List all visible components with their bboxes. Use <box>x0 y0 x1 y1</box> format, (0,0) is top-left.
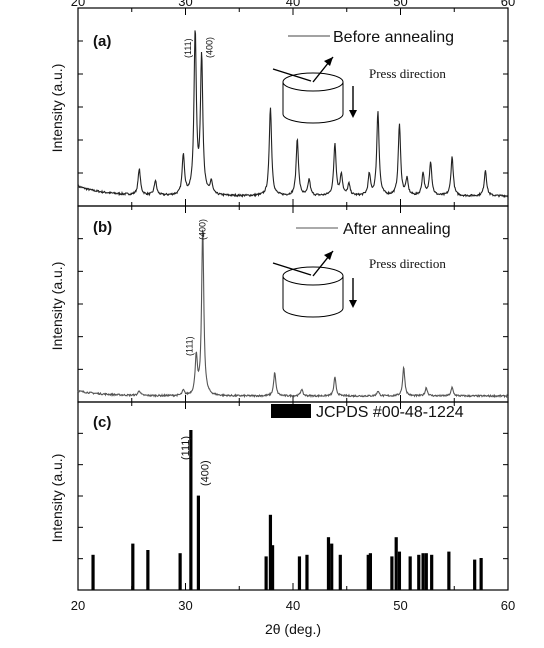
jcpds-bar <box>264 556 268 590</box>
jcpds-bar <box>297 556 302 590</box>
jcpds-bar <box>305 554 309 590</box>
panel-b-press-direction: Press direction <box>369 256 446 271</box>
jcpds-bar <box>189 430 193 590</box>
panel-c-legend: JCPDS #00-48-1224 <box>316 404 464 421</box>
jcpds-bar <box>430 554 434 590</box>
panel-a-peak-label-400: (400) <box>205 37 215 58</box>
x-tick-label: 40 <box>286 598 300 613</box>
jcpds-bar <box>394 537 398 590</box>
panel-b-trace <box>77 229 509 399</box>
top-tick-label: 30 <box>178 0 192 9</box>
jcpds-bar <box>196 495 200 590</box>
top-tick-label: 40 <box>286 0 300 9</box>
x-tick-label: 60 <box>501 598 515 613</box>
jcpds-bar <box>368 553 372 590</box>
panel-b-peak-label-111: (111) <box>184 336 194 356</box>
jcpds-bar <box>91 554 95 590</box>
panel-b-press-arrow <box>349 278 357 308</box>
x-tick-label: 30 <box>178 598 192 613</box>
jcpds-bar <box>447 551 451 590</box>
jcpds-bar <box>131 543 135 590</box>
jcpds-bar <box>366 554 370 590</box>
panel-a-ylabel: Intensity (a.u.) <box>49 64 65 153</box>
x-tick-labels: 20 30 40 50 60 <box>71 598 515 613</box>
jcpds-bar <box>178 553 182 590</box>
jcpds-bar <box>421 553 425 590</box>
jcpds-bar <box>270 545 275 590</box>
panel-a-peak-label-111: (111) <box>183 38 193 58</box>
panel-c-peak-label-400: (400) <box>199 460 211 486</box>
jcpds-bar <box>408 556 412 590</box>
jcpds-bar <box>390 556 394 590</box>
x-tick-label: 20 <box>71 598 85 613</box>
panel-c-bars <box>91 430 483 590</box>
panel-a-trace <box>77 30 509 198</box>
panel-b-ylabel: Intensity (a.u.) <box>49 262 65 351</box>
jcpds-bar <box>424 553 428 590</box>
top-tick-label: 20 <box>71 0 85 9</box>
jcpds-bar <box>330 543 334 590</box>
panel-b-cylinder-icon <box>272 250 344 318</box>
jcpds-bar <box>397 551 402 590</box>
top-tick-labels: 20 30 40 50 60 <box>71 0 515 9</box>
tick-marks <box>77 8 509 590</box>
panel-a-cylinder-icon <box>272 56 344 124</box>
panel-a-legend: Before annealing <box>333 29 454 46</box>
panel-c-legend-swatch <box>271 404 311 418</box>
jcpds-bar <box>268 514 273 590</box>
panel-b-label: (b) <box>93 219 112 236</box>
panel-c-label: (c) <box>93 414 111 431</box>
panel-a-press-direction: Press direction <box>369 66 446 81</box>
panel-c-ylabel: Intensity (a.u.) <box>49 454 65 543</box>
jcpds-bar <box>326 537 331 590</box>
panel-c-frame <box>77 401 509 591</box>
jcpds-bar <box>146 550 150 590</box>
top-tick-label: 60 <box>501 0 515 9</box>
panel-b-peak-label-400: (400) <box>198 219 208 240</box>
x-tick-label: 50 <box>393 598 407 613</box>
jcpds-bar <box>338 554 342 590</box>
panel-c-peak-label-111: (111) <box>180 436 192 460</box>
panel-a-press-arrow <box>349 86 357 118</box>
jcpds-bar <box>417 554 421 590</box>
panel-b-legend: After annealing <box>343 221 451 238</box>
x-axis-title: 2θ (deg.) <box>265 621 321 637</box>
panel-a-label: (a) <box>93 33 111 50</box>
jcpds-bar <box>473 559 477 590</box>
jcpds-bar <box>479 558 483 590</box>
top-tick-label: 50 <box>393 0 407 9</box>
